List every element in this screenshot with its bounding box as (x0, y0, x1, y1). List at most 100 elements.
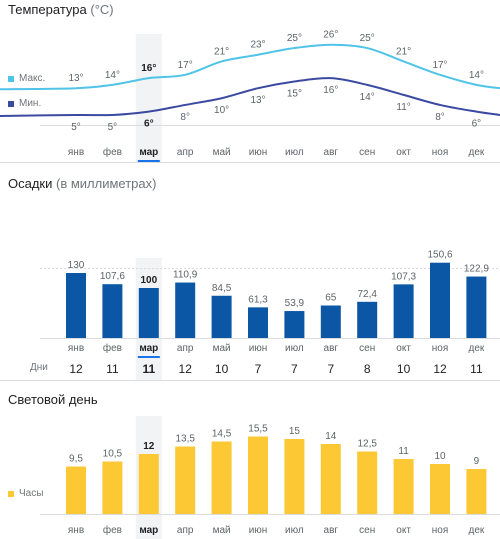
precipitation-month-label: июл (285, 343, 304, 354)
max-temp-label: 17° (178, 60, 193, 71)
daylight-value-label: 9 (474, 456, 480, 467)
precipitation-unit: (в миллиметрах) (56, 176, 157, 191)
rain-days-value: 10 (397, 362, 411, 376)
days-label: Дни (30, 362, 48, 373)
temperature-title-text: Температура (8, 2, 87, 17)
precipitation-bar (211, 295, 232, 338)
precipitation-month-label: дек (469, 343, 485, 354)
precipitation-month-label: ноя (432, 343, 449, 354)
legend-max: Макс. (8, 73, 45, 84)
daylight-value-label: 12,5 (357, 439, 377, 450)
precipitation-month-label: май (213, 343, 231, 354)
precipitation-bar (248, 307, 268, 338)
precipitation-month-label: мар (139, 343, 158, 354)
temperature-unit: (°С) (90, 2, 114, 17)
section-divider (0, 380, 500, 381)
max-temp-label: 14° (105, 70, 120, 81)
rain-days-value: 11 (106, 362, 119, 376)
daylight-month-label: ноя (432, 525, 449, 536)
temperature-month-label: ноя (432, 147, 449, 158)
min-temp-label: 6° (472, 119, 482, 130)
rain-days-value: 11 (470, 362, 483, 376)
precipitation-bar (357, 301, 378, 338)
daylight-bar (175, 446, 196, 514)
max-temp-label: 16° (141, 63, 156, 74)
rain-days-value: 10 (215, 362, 229, 376)
precipitation-value-label: 72,4 (357, 289, 377, 300)
max-temp-label: 21° (396, 46, 411, 57)
precipitation-value-label: 53,9 (285, 298, 305, 309)
rain-days-value: 12 (179, 362, 193, 376)
precipitation-value-label: 130 (68, 260, 85, 271)
daylight-month-label: апр (177, 525, 194, 536)
precipitation-value-label: 110,9 (173, 270, 198, 281)
legend-min-swatch (8, 100, 14, 107)
min-temp-label: 11° (396, 102, 410, 113)
daylight-title: Световой день (8, 392, 98, 407)
min-temp-label: 8° (180, 112, 190, 123)
rain-days-value: 11 (142, 362, 155, 376)
legend-max-label: Макс. (19, 73, 46, 84)
precipitation-title: Осадки (в миллиметрах) (8, 176, 156, 191)
temperature-month-label: авг (324, 147, 339, 158)
precipitation-month-label: сен (359, 343, 375, 354)
precipitation-month-label: окт (396, 343, 411, 354)
max-temp-label: 21° (214, 46, 229, 57)
daylight-value-label: 14,5 (212, 429, 232, 440)
selected-month-band (135, 34, 162, 162)
precipitation-bar (102, 284, 123, 338)
precipitation-title-text: Осадки (8, 176, 53, 191)
daylight-month-label: май (213, 525, 231, 536)
daylight-month-label: июн (249, 525, 268, 536)
daylight-value-label: 11 (398, 446, 409, 457)
precipitation-value-label: 122,9 (464, 264, 489, 275)
daylight-value-label: 14 (325, 431, 337, 442)
daylight-value-label: 12 (143, 441, 155, 452)
daylight-month-label: дек (469, 525, 485, 536)
precipitation-month-label: янв (68, 343, 84, 354)
temperature-month-label: июн (249, 147, 268, 158)
daylight-month-label: сен (359, 525, 375, 536)
precipitation-bar (138, 288, 159, 338)
precipitation-month-label: фев (103, 342, 122, 354)
daylight-bar (466, 469, 487, 514)
daylight-value-label: 10 (434, 451, 446, 462)
daylight-bar (430, 464, 450, 514)
temperature-month-label: май (213, 147, 231, 158)
daylight-value-label: 13,5 (175, 434, 195, 445)
min-temp-line (0, 77, 500, 117)
temperature-month-label: окт (396, 147, 411, 158)
max-temp-label: 17° (432, 60, 447, 71)
precipitation-month-label: июн (249, 343, 268, 354)
max-temp-label: 25° (287, 33, 302, 44)
legend-hours: Часы (8, 488, 43, 499)
min-temp-label: 6° (144, 119, 154, 130)
daylight-bar (248, 436, 268, 514)
precipitation-value-label: 107,6 (100, 271, 125, 282)
precipitation-value-label: 107,3 (391, 271, 416, 282)
daylight-bar (284, 439, 305, 514)
rain-days-value: 12 (433, 362, 447, 376)
precipitation-month-label: апр (177, 343, 194, 354)
temperature-month-label: апр (177, 147, 194, 158)
legend-min-label: Мин. (19, 98, 42, 109)
daylight-bar (102, 461, 123, 514)
precipitation-value-label: 100 (140, 275, 157, 286)
daylight-month-label: окт (396, 525, 411, 536)
max-temp-label: 23° (250, 40, 265, 51)
legend-hours-swatch (8, 490, 14, 497)
precipitation-value-label: 150,6 (427, 250, 452, 261)
min-temp-label: 10° (214, 105, 229, 116)
precipitation-bar (430, 262, 450, 338)
daylight-month-label: мар (139, 525, 158, 536)
precipitation-bar (320, 305, 341, 338)
temperature-month-label: фев (103, 146, 122, 158)
selected-month-underline (137, 160, 160, 162)
daylight-value-label: 9,5 (69, 454, 83, 465)
rain-days-value: 7 (255, 362, 262, 376)
min-temp-label: 13° (250, 95, 265, 106)
temperature-month-label: янв (68, 147, 84, 158)
legend-hours-label: Часы (19, 488, 44, 499)
daylight-value-label: 15,5 (248, 424, 268, 435)
